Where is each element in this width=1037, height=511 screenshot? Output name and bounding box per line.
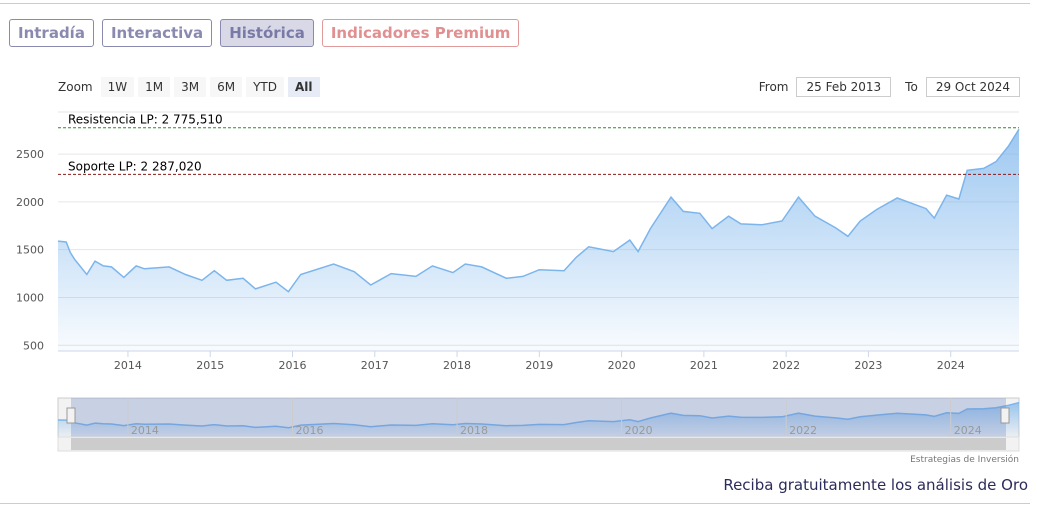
x-tick-label: 2019 [525, 359, 553, 372]
navigator-handle[interactable] [66, 407, 76, 424]
date-range: From 25 Feb 2013 To 29 Oct 2024 [759, 77, 1020, 97]
tab[interactable]: Interactiva [101, 19, 213, 47]
zoom-label: Zoom [58, 80, 93, 94]
to-label: To [905, 80, 918, 94]
x-tick-label: 2023 [854, 359, 882, 372]
divider [0, 503, 1030, 504]
x-tick-label: 2016 [278, 359, 306, 372]
credits: Estrategias de Inversión [910, 454, 1019, 465]
navigator-handle[interactable] [1000, 407, 1010, 424]
chart: 500 1000 1500 2000 2500 2014 2015 2016 2017 2018 2… [16, 111, 1020, 465]
y-tick-label: 2500 [16, 148, 44, 161]
x-tick-label: 2017 [361, 359, 389, 372]
y-tick-label: 1000 [16, 291, 44, 304]
from-label: From [758, 80, 789, 94]
plot-line-label: Resistencia LP: 2 775,510 [68, 113, 223, 127]
zoom-button[interactable]: 1M [138, 77, 171, 97]
footer-text: Reciba gratuitamente los análisis de Oro [723, 476, 1028, 494]
tab[interactable]: Histórica [220, 19, 314, 47]
zoom-selector: Zoom 1W 1M 3M 6M YTD All [58, 77, 320, 97]
from-input[interactable]: 25 Feb 2013 [796, 77, 892, 97]
tab-bar: Intradía Interactiva Histórica Indicador… [9, 19, 520, 47]
divider [0, 3, 1030, 4]
navigator-tick-label: 2024 [954, 424, 982, 437]
tab[interactable]: Intradía [9, 19, 94, 47]
x-tick-label: 2014 [114, 359, 142, 372]
zoom-button[interactable]: 1W [100, 77, 135, 97]
x-tick-label: 2018 [443, 359, 471, 372]
zoom-button[interactable]: All [288, 77, 320, 97]
y-tick-label: 2000 [16, 196, 44, 209]
x-tick-label: 2024 [937, 359, 965, 372]
to-input[interactable]: 29 Oct 2024 [925, 77, 1020, 97]
x-tick-label: 2022 [772, 359, 800, 372]
zoom-button[interactable]: 3M [174, 77, 207, 97]
navigator-tick-label: 2016 [295, 424, 323, 437]
navigator-mask [71, 398, 1006, 437]
y-tick-label: 500 [23, 339, 44, 352]
zoom-button[interactable]: 6M [210, 77, 243, 97]
area [58, 129, 1019, 351]
tab[interactable]: Indicadores Premium [321, 19, 520, 47]
x-tick-label: 2021 [690, 359, 718, 372]
line-navigator [57, 401, 1020, 429]
area-navigator [58, 402, 1019, 437]
navigator-tick-label: 2020 [625, 424, 653, 437]
y-tick-label: 1500 [16, 244, 44, 257]
scrollbar-thumb[interactable] [71, 438, 1006, 450]
navigator-tick-label: 2022 [789, 424, 817, 437]
zoom-button[interactable]: YTD [246, 77, 284, 97]
x-tick-label: 2015 [196, 359, 224, 372]
x-tick-label: 2020 [608, 359, 636, 372]
plot-line-label: Soporte LP: 2 287,020 [68, 159, 202, 173]
line [57, 128, 1020, 293]
navigator-tick-label: 2014 [131, 424, 159, 437]
navigator-tick-label: 2018 [460, 424, 488, 437]
